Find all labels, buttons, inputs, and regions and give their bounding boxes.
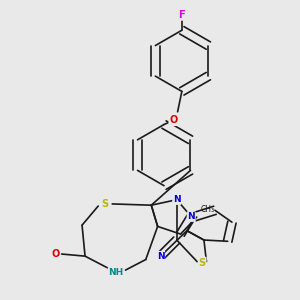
Text: O: O xyxy=(169,115,178,125)
Text: S: S xyxy=(199,257,206,268)
Text: NH: NH xyxy=(108,268,124,277)
Text: N: N xyxy=(157,252,164,261)
Text: O: O xyxy=(51,249,59,259)
Text: F: F xyxy=(178,10,185,20)
Text: N: N xyxy=(173,195,181,204)
Text: CH₃: CH₃ xyxy=(201,205,215,214)
Text: N: N xyxy=(188,212,195,221)
Text: S: S xyxy=(101,199,108,209)
